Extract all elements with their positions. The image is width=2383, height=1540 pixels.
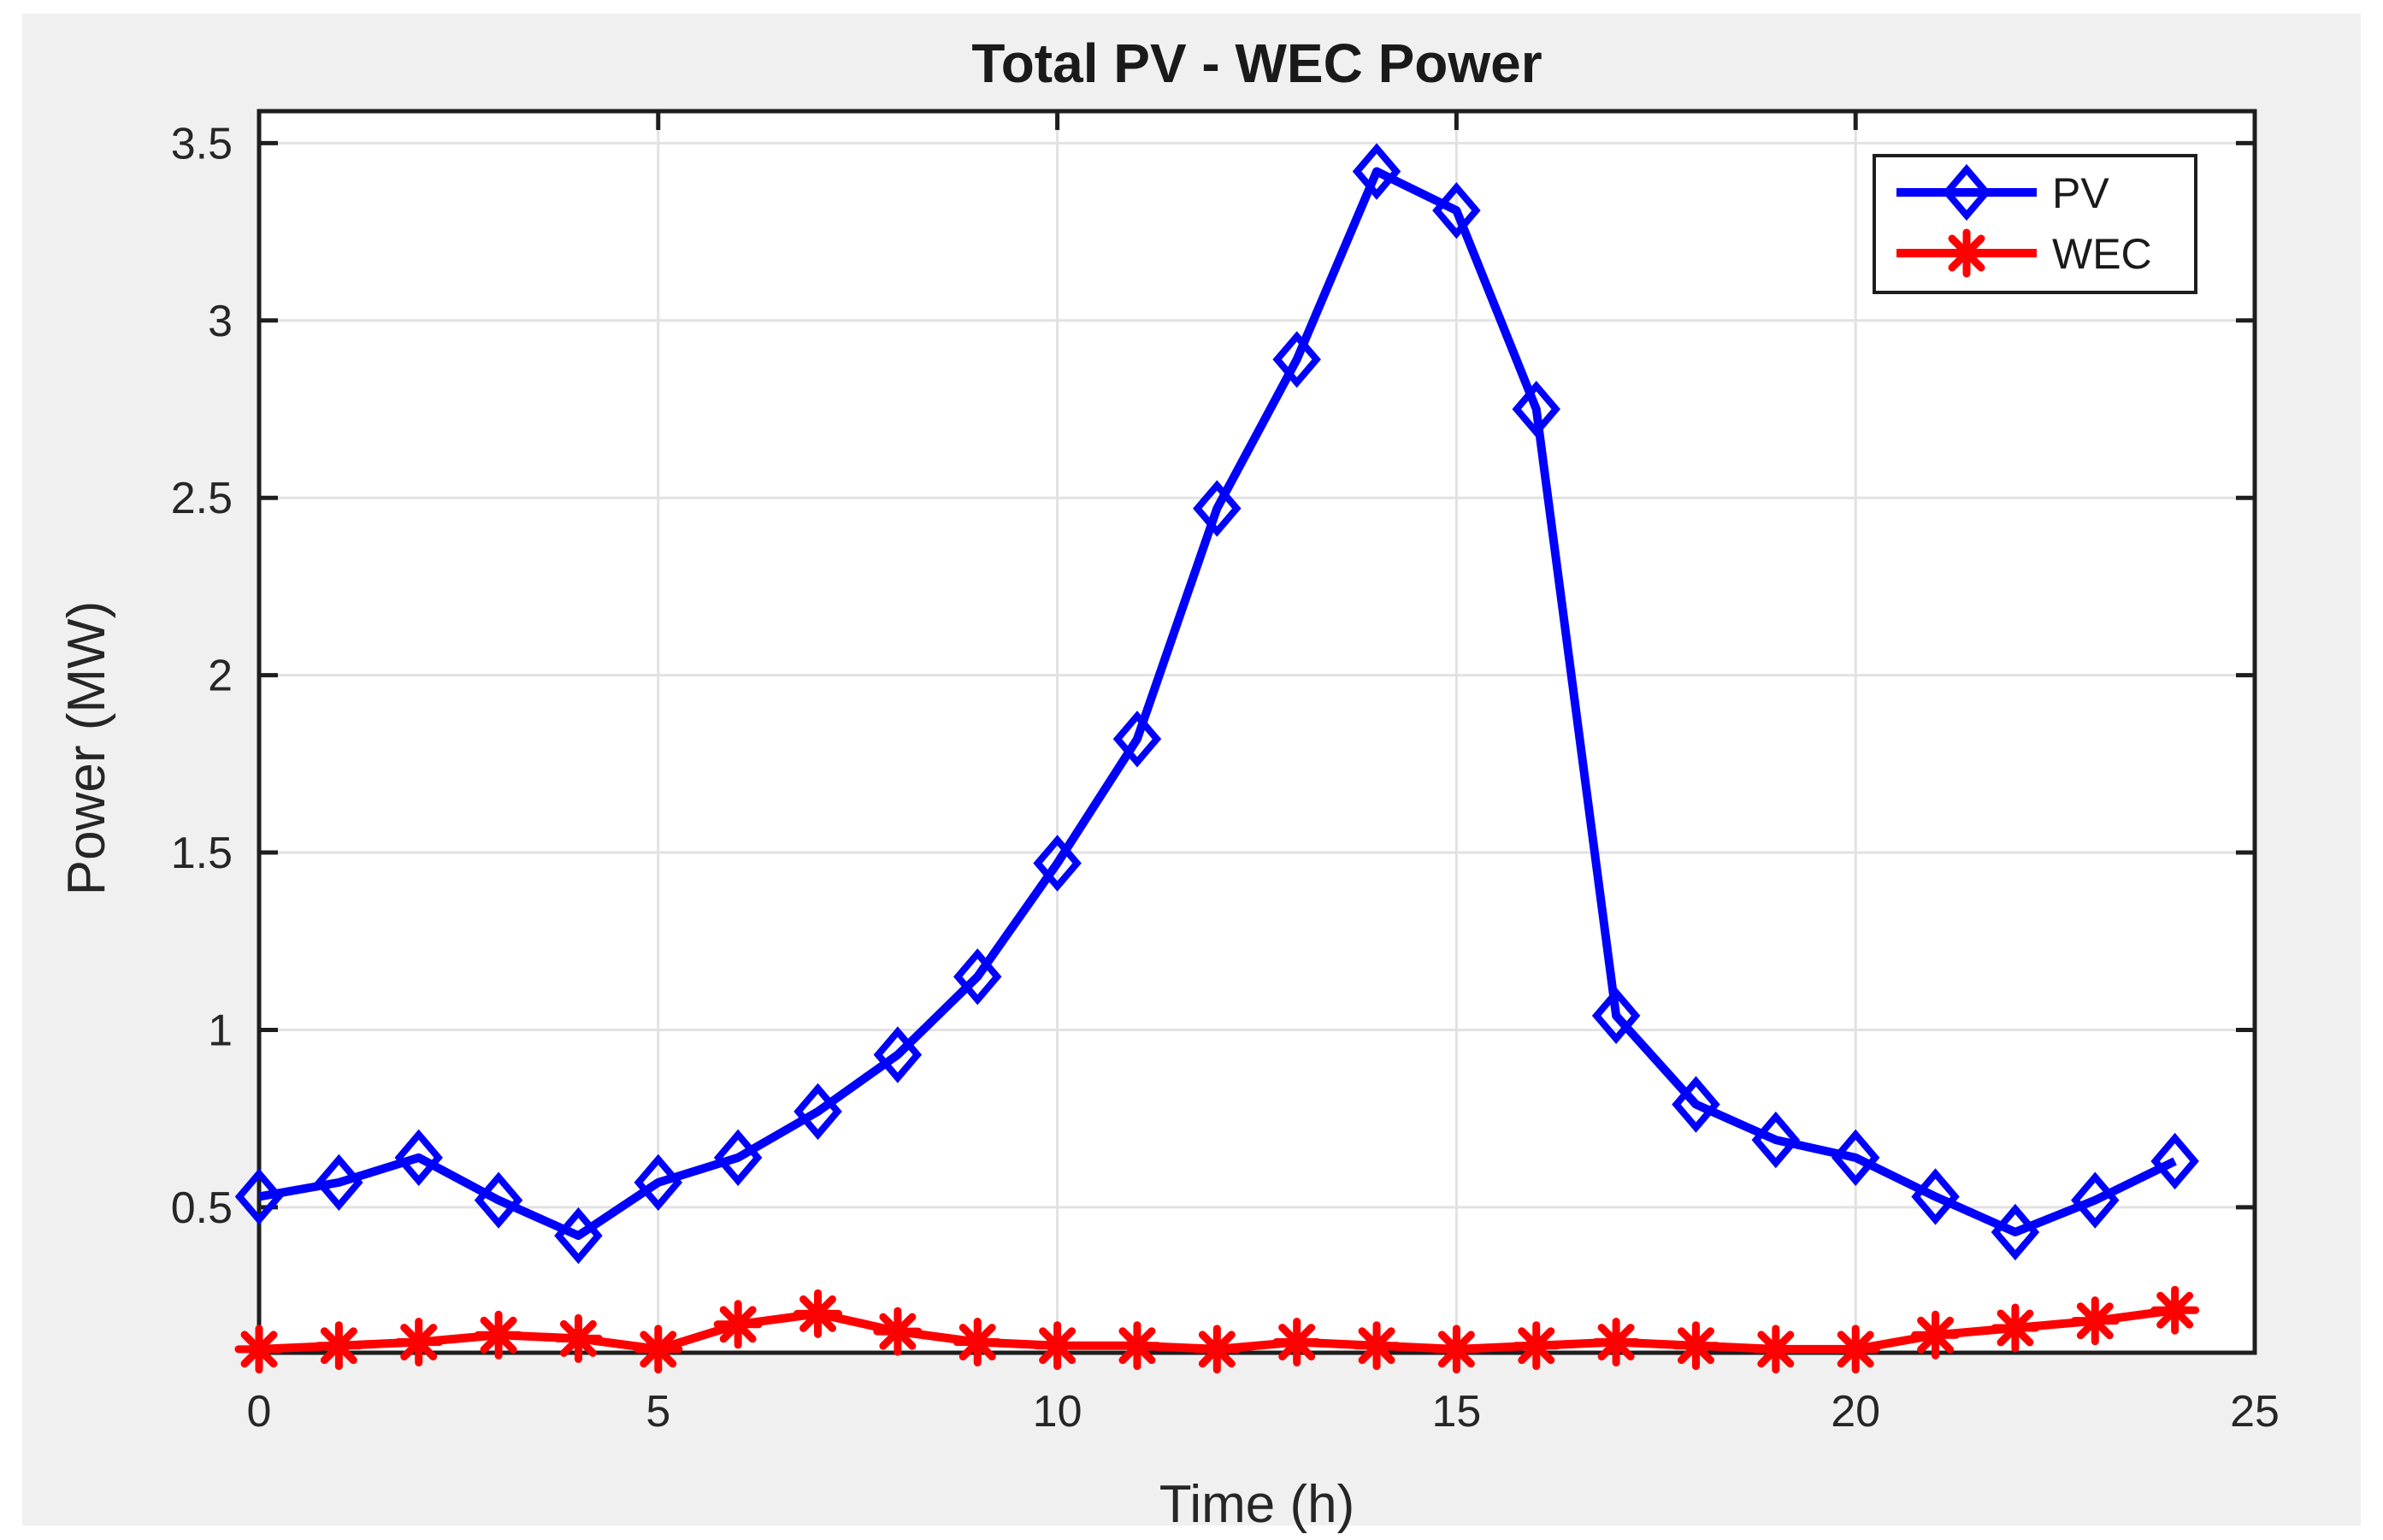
asterisk-marker: [1911, 1310, 1961, 1360]
asterisk-marker: [1671, 1321, 1720, 1371]
diamond-marker: [713, 1129, 763, 1186]
x-tick-label: 25: [2230, 1387, 2280, 1437]
legend-pv-label: PV: [2052, 169, 2109, 217]
diamond-marker: [634, 1154, 683, 1212]
x-tick-label: 20: [1831, 1387, 1880, 1437]
diamond-marker: [1512, 381, 1561, 438]
diamond-marker: [474, 1171, 523, 1229]
y-tick-label: 1.5: [171, 829, 233, 878]
diamond-marker: [1751, 1111, 1801, 1169]
diamond-marker: [1193, 480, 1242, 537]
asterisk-marker: [553, 1313, 603, 1363]
series-pv: [234, 143, 2199, 1265]
asterisk-marker: [394, 1318, 444, 1367]
asterisk-marker: [2150, 1285, 2200, 1335]
y-tick-label: 3: [208, 297, 233, 346]
diamond-marker: [2071, 1171, 2120, 1229]
diamond-marker: [2150, 1132, 2199, 1190]
x-tick-label: 0: [247, 1387, 272, 1437]
asterisk-marker: [1352, 1321, 1401, 1371]
chart-title: Total PV - WEC Power: [971, 32, 1542, 94]
legend: PV WEC: [1873, 154, 2197, 294]
tick-labels: 0 5 10 15 20 25 0.5 1 1.5 2 2.5 3 3.5: [171, 119, 2280, 1437]
x-tick-label: 5: [646, 1387, 670, 1437]
y-axis-label: Power (MW): [57, 601, 116, 895]
diamond-marker: [315, 1154, 363, 1212]
asterisk-marker: [1831, 1325, 1880, 1374]
diamond-marker: [1911, 1168, 1960, 1225]
asterisk-marker: [234, 1325, 284, 1374]
legend-box: [1873, 154, 2197, 294]
series-line: [258, 167, 2177, 1241]
legend-samples: [1873, 154, 2197, 294]
asterisk-marker: [1512, 1321, 1561, 1371]
asterisk-marker: [1272, 1318, 1322, 1367]
diamond-marker: [394, 1129, 443, 1186]
diamond-marker: [1591, 987, 1641, 1045]
asterisk-marker: [953, 1318, 1002, 1367]
asterisk-marker: [1192, 1325, 1242, 1374]
diamond-marker: [1991, 1203, 2040, 1261]
diamond-marker: [1672, 1076, 1720, 1133]
diamond-marker: [234, 1168, 284, 1225]
asterisk-marker: [1112, 1321, 1162, 1371]
legend-wec-label: WEC: [2052, 230, 2152, 278]
asterisk-marker: [793, 1289, 843, 1338]
diamond-marker: [1942, 163, 1991, 221]
asterisk-marker: [1033, 1321, 1082, 1371]
asterisk-marker: [1431, 1325, 1481, 1374]
x-tick-label: 15: [1431, 1387, 1481, 1437]
diamond-marker: [554, 1207, 603, 1265]
asterisk-marker: [634, 1325, 683, 1374]
series-wec: [234, 1285, 2200, 1374]
y-tick-label: 3.5: [171, 119, 233, 168]
diamond-marker: [1272, 331, 1321, 388]
asterisk-marker: [2070, 1296, 2120, 1346]
diamond-marker: [1432, 181, 1481, 239]
asterisk-marker: [873, 1307, 923, 1356]
y-tick-label: 0.5: [171, 1183, 233, 1233]
diamond-marker: [873, 1026, 923, 1083]
asterisk-marker: [1942, 228, 1991, 278]
asterisk-marker: [1751, 1325, 1801, 1374]
diamond-marker: [1831, 1129, 1880, 1186]
y-tick-label: 2.5: [171, 474, 233, 523]
asterisk-marker: [1591, 1318, 1641, 1367]
asterisk-marker: [474, 1310, 523, 1360]
x-tick-label: 10: [1033, 1387, 1082, 1437]
asterisk-marker: [1991, 1303, 2040, 1353]
diamond-marker: [1352, 143, 1401, 200]
gridlines: [259, 111, 2255, 1353]
x-axis-label: Time (h): [1159, 1475, 1354, 1534]
diamond-marker: [1033, 835, 1082, 892]
y-tick-label: 2: [208, 652, 233, 701]
plot-area: [259, 111, 2255, 1353]
diamond-marker: [1112, 711, 1162, 768]
asterisk-marker: [314, 1321, 363, 1371]
asterisk-marker: [713, 1300, 763, 1349]
y-tick-label: 1: [208, 1006, 233, 1055]
diamond-marker: [793, 1083, 842, 1141]
diamond-marker: [953, 948, 1002, 1006]
